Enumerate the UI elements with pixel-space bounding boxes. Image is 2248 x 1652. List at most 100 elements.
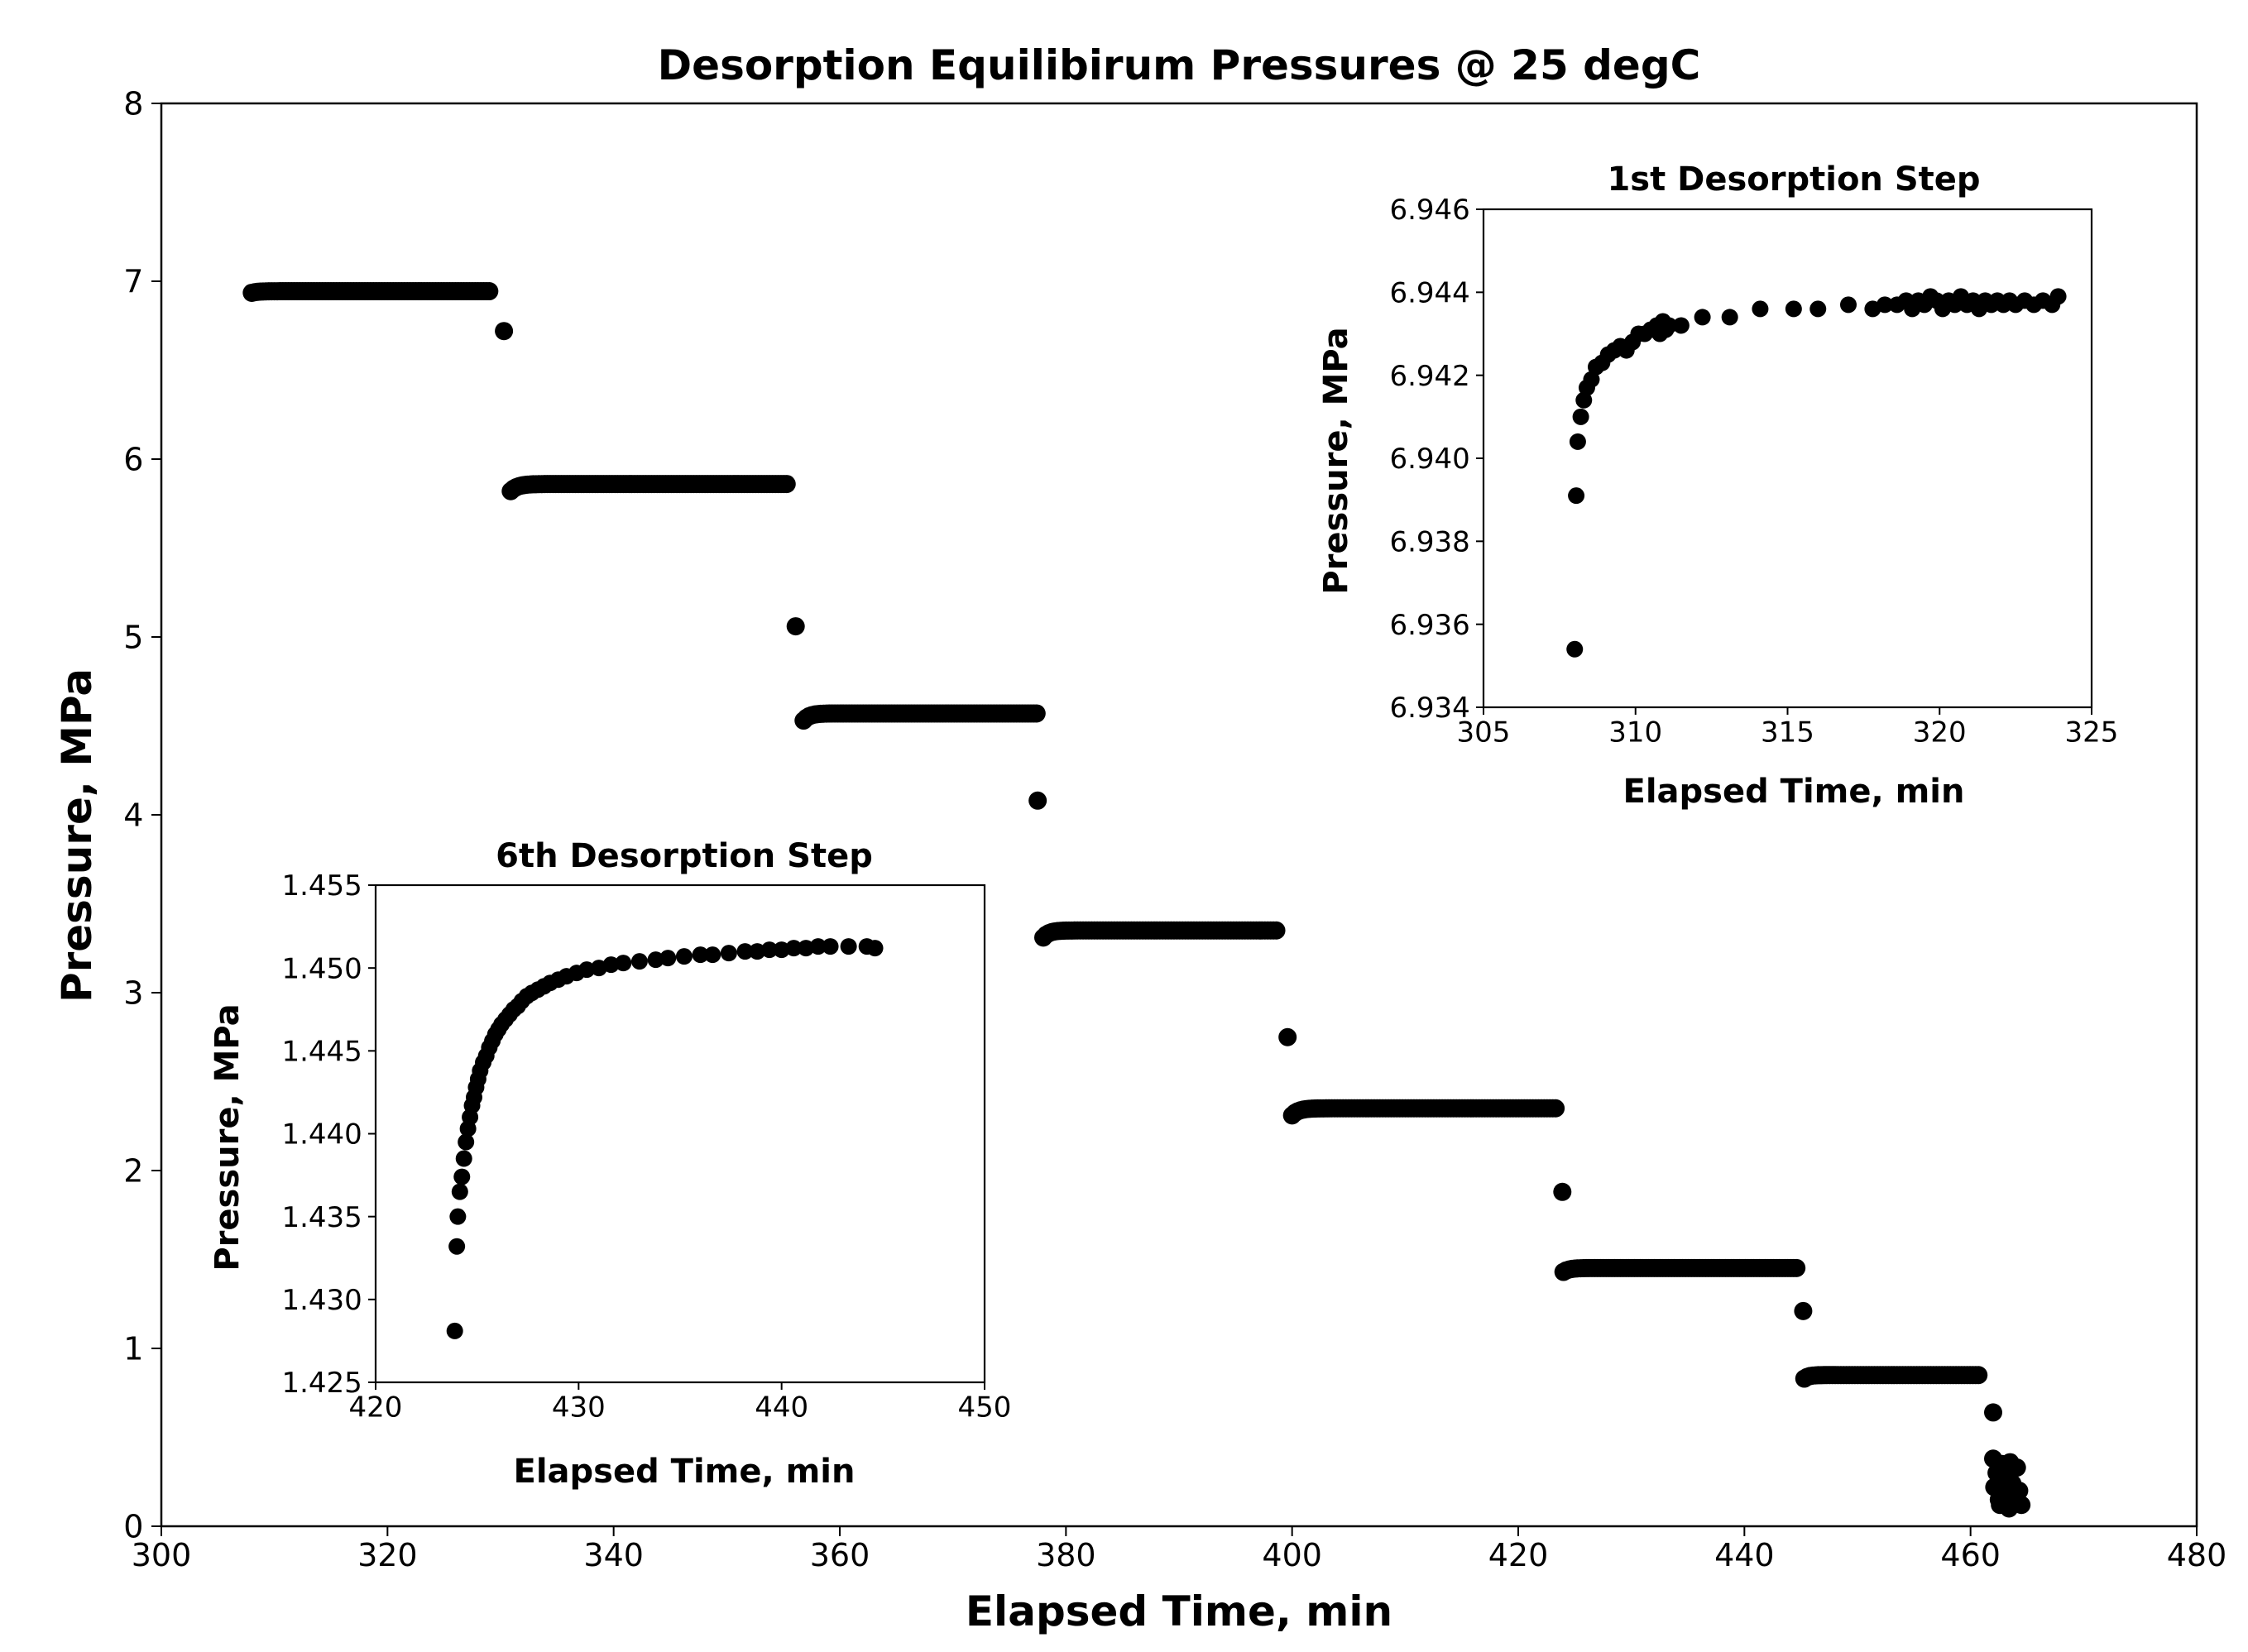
inset6-y-axis-label: Pressure, MPa	[209, 1003, 247, 1271]
inset6-x-tick-label: 450	[958, 1391, 1012, 1424]
main-x-tick-label: 440	[1714, 1537, 1775, 1573]
inset-1st-step: 305 310 315 320 325 6.934 6.936 6.938 6.940 6.942…	[1277, 156, 2125, 811]
main-data-points	[242, 282, 2031, 1518]
main-step-3-point	[1027, 704, 1046, 723]
inset6-point	[659, 950, 677, 967]
inset1-tick-group: 305 310 315 320 325 6.934 6.936 6.938 6.940 6.942…	[1389, 194, 2118, 749]
inset6-y-tick-label: 1.425	[281, 1367, 362, 1400]
inset6-y-tick-label: 1.445	[281, 1036, 362, 1069]
inset1-background	[1277, 156, 2125, 782]
inset1-point	[1840, 296, 1857, 314]
inset6-background	[169, 831, 1018, 1457]
inset6-point	[455, 1150, 472, 1167]
inset1-y-tick-label: 6.938	[1389, 526, 1469, 559]
inset1-x-tick-label: 315	[1761, 716, 1814, 749]
inset1-point	[2049, 288, 2067, 305]
inset6-point	[453, 1168, 471, 1185]
inset6-y-tick-label: 1.450	[281, 952, 362, 985]
main-x-tick-label: 400	[1262, 1537, 1322, 1573]
main-chart: 300 320 340 360 380 400 420 440 460 480012345678 …	[53, 41, 2226, 1635]
main-x-tick-label: 300	[132, 1537, 192, 1573]
inset1-title: 1st Desorption Step	[1607, 160, 1980, 199]
inset6-point	[602, 956, 620, 974]
inset6-point	[458, 1133, 475, 1151]
inset6-point	[866, 940, 884, 957]
inset6-point	[675, 948, 693, 965]
inset1-point	[1809, 300, 1827, 318]
inset6-point	[446, 1322, 463, 1339]
inset6-point	[578, 961, 596, 979]
inset1-point	[1661, 317, 1678, 334]
main-y-tick-label: 3	[123, 975, 143, 1012]
inset6-point	[785, 940, 803, 957]
inset1-point	[1566, 640, 1584, 658]
main-transition-point	[1028, 791, 1047, 810]
main-transition-point	[1278, 1027, 1297, 1046]
main-x-tick-label: 420	[1488, 1537, 1549, 1573]
main-transition-point	[1984, 1403, 2002, 1422]
main-y-tick-label: 2	[123, 1153, 143, 1190]
inset6-point	[630, 953, 648, 970]
main-y-tick-label: 0	[123, 1509, 143, 1545]
inset6-point	[615, 955, 632, 972]
inset1-point	[1569, 433, 1586, 450]
inset6-y-tick-label: 1.435	[281, 1201, 362, 1234]
inset6-title: 6th Desorption Step	[496, 837, 873, 875]
inset1-point	[1752, 300, 1769, 318]
inset6-point	[773, 941, 790, 959]
inset1-point	[1568, 487, 1585, 505]
main-y-tick-label: 7	[123, 264, 143, 300]
main-tail-point	[2010, 1482, 2029, 1500]
inset6-x-axis-label: Elapsed Time, min	[514, 1453, 856, 1491]
main-y-tick-label: 5	[123, 620, 143, 656]
main-transition-point	[786, 617, 805, 636]
inset1-x-tick-label: 325	[2065, 716, 2119, 749]
inset6-point	[840, 938, 857, 955]
inset6-point	[760, 941, 778, 959]
main-transition-point	[1553, 1182, 1572, 1201]
inset1-point	[1572, 408, 1589, 425]
main-transition-point	[495, 322, 514, 341]
main-step-2-point	[777, 475, 796, 494]
main-y-tick-label: 1	[123, 1331, 143, 1367]
inset6-point	[822, 938, 839, 955]
inset6-x-tick-label: 430	[552, 1391, 606, 1424]
inset1-point	[1575, 391, 1593, 409]
main-x-tick-label: 480	[2167, 1537, 2227, 1573]
inset1-y-tick-label: 6.940	[1389, 443, 1469, 476]
inset6-point	[798, 940, 815, 957]
main-step-6-point	[1787, 1258, 1806, 1277]
main-step-4-point	[1267, 921, 1286, 940]
main-y-tick-label: 8	[123, 86, 143, 122]
main-step-5-point	[1546, 1099, 1565, 1118]
main-title: Desorption Equilibirum Pressures @ 25 de…	[658, 41, 1701, 89]
main-tail-point	[2007, 1458, 2026, 1477]
inset6-x-tick-label: 420	[349, 1391, 403, 1424]
inset1-y-tick-label: 6.944	[1389, 277, 1469, 310]
main-y-tick-label: 6	[123, 442, 143, 478]
inset6-data-points	[446, 938, 884, 1339]
inset6-point	[749, 943, 766, 960]
main-y-tick-label: 4	[123, 797, 143, 834]
inset1-y-axis-label: Pressure, MPa	[1317, 327, 1355, 594]
inset1-data-points	[1566, 288, 2067, 658]
inset1-y-tick-label: 6.942	[1389, 360, 1469, 393]
inset6-y-tick-label: 1.430	[281, 1284, 362, 1317]
inset1-point	[1721, 309, 1738, 326]
inset6-point	[647, 951, 664, 969]
inset6-point	[449, 1208, 467, 1225]
inset1-x-tick-label: 320	[1913, 716, 1967, 749]
main-tick-group: 300 320 340 360 380 400 420 440 460 480 0 1 2 3 4 5 6 7 8	[123, 86, 2226, 1573]
inset1-point	[1877, 296, 1894, 314]
main-x-tick-label: 340	[583, 1537, 644, 1573]
inset6-point	[736, 943, 754, 960]
inset6-point	[704, 946, 721, 964]
main-x-tick-label: 460	[1940, 1537, 2001, 1573]
inset6-point	[809, 938, 827, 955]
inset1-point	[1672, 317, 1690, 334]
inset6-y-tick-label: 1.440	[281, 1118, 362, 1152]
inset6-point	[720, 945, 737, 962]
main-x-axis-label: Elapsed Time, min	[966, 1587, 1392, 1635]
main-step-7-point	[1969, 1366, 1988, 1385]
